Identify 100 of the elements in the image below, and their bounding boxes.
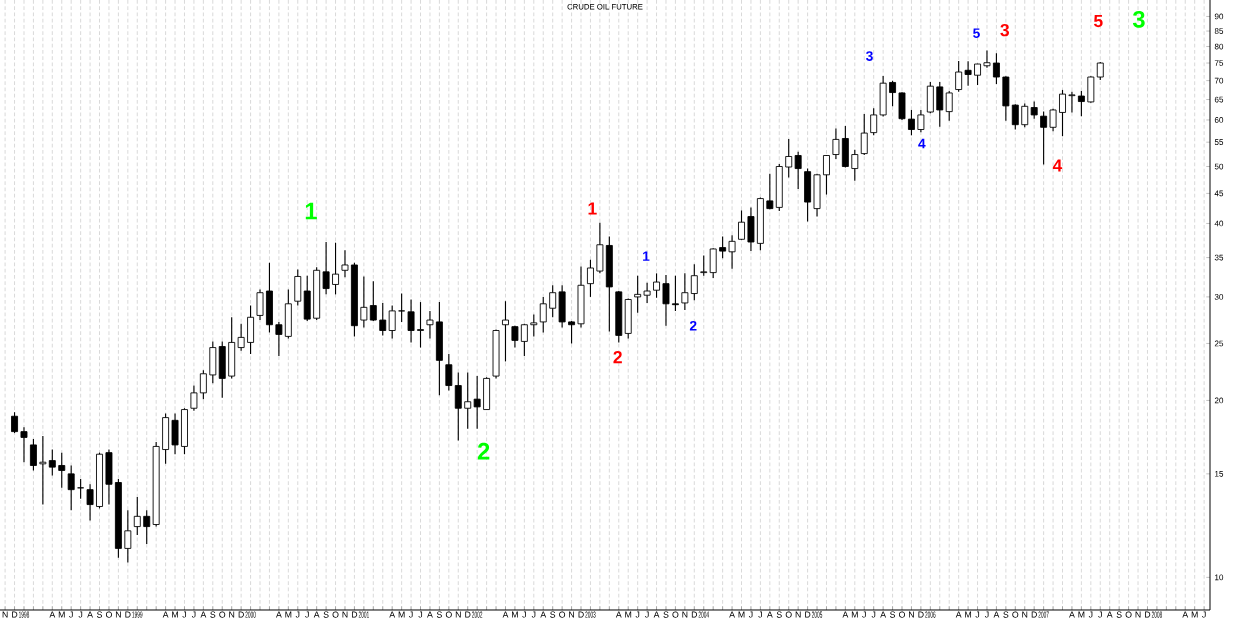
- x-tick-label: O: [785, 611, 792, 618]
- candlestick: [643, 282, 651, 304]
- annotation: 3: [1132, 10, 1145, 28]
- x-tick-label: 2008: [1151, 611, 1163, 618]
- x-tick-label: M: [625, 611, 632, 618]
- x-tick-label: A: [502, 611, 509, 618]
- candlestick: [237, 323, 245, 352]
- x-tick-label: A: [427, 611, 433, 618]
- x-tick-label: A: [766, 611, 773, 618]
- x-tick-label: J: [984, 611, 989, 618]
- y-tick-label: 15: [1215, 471, 1224, 477]
- x-tick-label: J: [748, 611, 753, 618]
- y-tick-label: 75: [1214, 60, 1224, 66]
- candlestick: [1011, 103, 1019, 131]
- candlestick: [785, 138, 793, 179]
- x-tick-label: A: [955, 611, 962, 618]
- x-tick-label: A: [389, 611, 396, 618]
- candlestick: [653, 272, 660, 299]
- candlestick: [794, 151, 802, 190]
- x-tick-label: D: [918, 611, 924, 618]
- annotation: 2: [477, 442, 490, 460]
- candlestick: [445, 353, 453, 391]
- candlestick: [502, 300, 509, 362]
- x-tick-label: A: [1182, 611, 1189, 618]
- candlestick: [417, 301, 424, 349]
- x-tick-label: D: [805, 611, 811, 618]
- candlestick: [851, 149, 859, 182]
- candlestick: [58, 452, 66, 489]
- y-tick-label: 60: [1214, 117, 1224, 123]
- x-tick-label: O: [672, 611, 679, 618]
- candlestick: [454, 372, 462, 441]
- y-tick-label: 85: [1214, 28, 1224, 34]
- x-tick-label: J: [1088, 611, 1093, 618]
- x-tick-label: S: [436, 611, 442, 618]
- candlestick: [133, 496, 141, 536]
- x-tick-label: S: [1003, 611, 1009, 618]
- x-tick-label: 2002: [472, 611, 483, 618]
- x-tick-label: D: [12, 611, 18, 618]
- x-tick-label: A: [540, 611, 547, 618]
- candlestick: [917, 109, 925, 133]
- candlestick: [398, 292, 406, 323]
- candlestick: [889, 80, 897, 107]
- x-tick-label: D: [351, 611, 358, 618]
- candlestick: [1021, 102, 1029, 128]
- x-tick-label: 2006: [925, 611, 936, 618]
- x-tick-label: O: [332, 611, 339, 618]
- x-tick-label: D: [1031, 611, 1037, 618]
- candlestick: [634, 275, 642, 314]
- y-tick-label: 10: [1215, 574, 1224, 581]
- candlestick: [407, 298, 415, 343]
- x-tick-label: J: [975, 611, 980, 618]
- x-tick-label: J: [191, 611, 196, 618]
- candlestick: [1040, 111, 1048, 166]
- x-tick-label: J: [1202, 611, 1206, 618]
- x-tick-label: A: [615, 611, 622, 618]
- x-tick-label: A: [993, 611, 1000, 618]
- x-tick-label: M: [512, 611, 518, 618]
- candlestick: [256, 288, 264, 321]
- annotation: 1: [305, 202, 317, 220]
- candlestick: [671, 275, 679, 312]
- candlestick: [143, 509, 151, 545]
- annotation: 3: [866, 51, 873, 61]
- candlestick: [67, 464, 75, 511]
- annotation: 5: [973, 28, 980, 38]
- y-tick-label: 70: [1214, 77, 1224, 84]
- x-tick-label: 2005: [811, 611, 823, 618]
- annotation: 2: [689, 320, 697, 331]
- candlestick: [379, 302, 387, 336]
- x-tick-label: A: [1106, 611, 1113, 618]
- x-tick-label: J: [758, 611, 762, 618]
- y-tick-label: 35: [1214, 254, 1224, 261]
- x-tick-label: J: [305, 611, 309, 618]
- x-tick-label: J: [69, 611, 73, 618]
- x-tick-label: A: [880, 611, 887, 618]
- x-tick-label: S: [210, 611, 216, 618]
- x-tick-label: D: [1145, 611, 1151, 618]
- x-tick-label: 1999: [132, 611, 143, 618]
- candlestick: [832, 128, 840, 160]
- annotation: 5: [1093, 14, 1103, 28]
- x-tick-label: A: [49, 611, 56, 618]
- annotation: 1: [643, 251, 650, 261]
- x-tick-label: M: [398, 611, 405, 618]
- x-tick-label: J: [182, 611, 187, 618]
- candlestick: [549, 284, 557, 318]
- x-tick-label: N: [2, 611, 8, 618]
- candlestick: [275, 321, 283, 357]
- candlestick: [1077, 90, 1085, 117]
- x-tick-label: N: [115, 611, 121, 618]
- x-tick-label: D: [125, 611, 131, 618]
- x-tick-label: O: [219, 611, 226, 618]
- x-tick-label: A: [729, 611, 735, 618]
- x-tick-label: S: [663, 611, 669, 618]
- x-tick-label: A: [842, 611, 849, 618]
- x-tick-label: J: [522, 611, 526, 618]
- candlestick: [983, 49, 991, 69]
- candlestick: [681, 272, 689, 311]
- candlestick: [823, 154, 830, 196]
- y-tick-label: 65: [1214, 96, 1224, 103]
- x-tick-label: M: [738, 611, 745, 618]
- candlestick: [700, 254, 708, 277]
